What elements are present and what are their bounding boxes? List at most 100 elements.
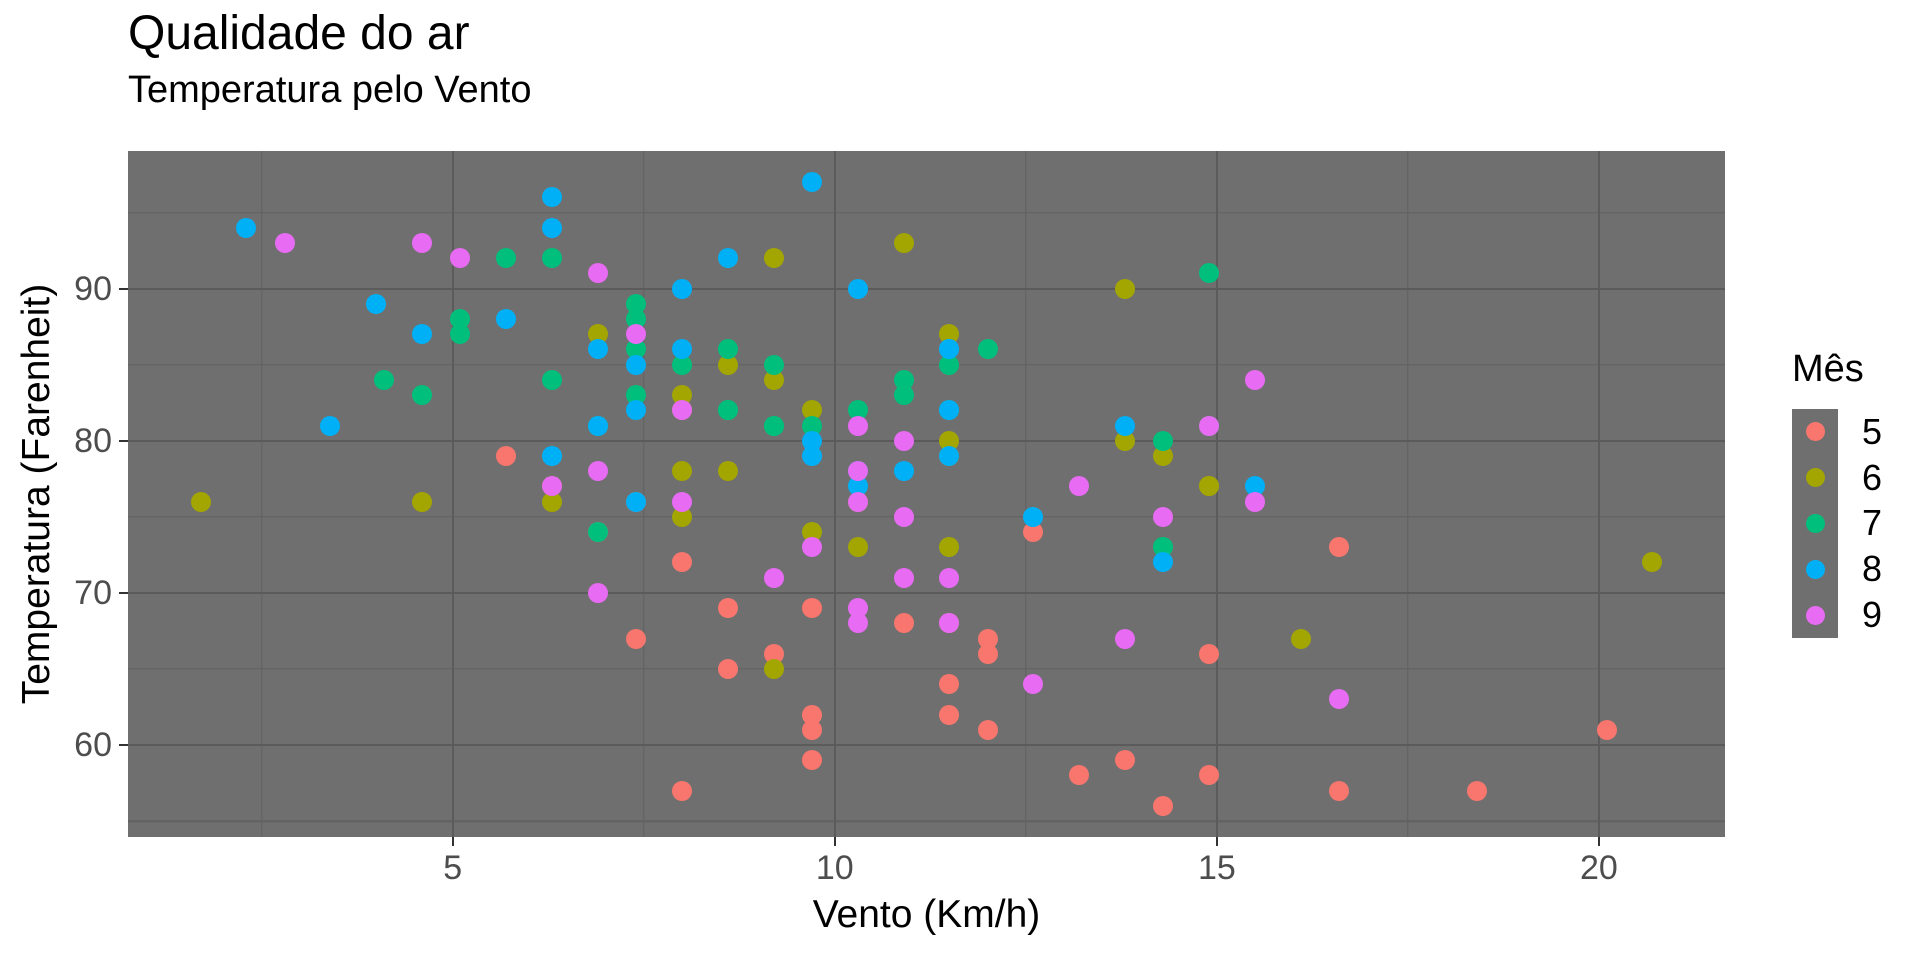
data-point <box>1115 750 1136 771</box>
data-point <box>671 385 692 406</box>
data-point <box>587 461 608 482</box>
data-point <box>412 491 433 512</box>
data-point <box>977 719 998 740</box>
data-point <box>626 293 647 314</box>
legend-key-dot <box>1805 605 1825 625</box>
gridline-major-vertical <box>451 151 454 837</box>
data-point <box>450 248 471 269</box>
data-point <box>671 491 692 512</box>
legend-key-dot <box>1805 422 1825 442</box>
data-point <box>1290 628 1311 649</box>
gridline-major-vertical <box>1215 151 1218 837</box>
data-point <box>763 354 784 375</box>
legend-label: 9 <box>1862 594 1883 636</box>
data-point <box>1199 263 1220 284</box>
y-axis-tick <box>119 591 128 594</box>
y-axis: 60 70 80 90 <box>0 151 128 837</box>
data-point <box>939 567 960 588</box>
data-point <box>717 598 738 619</box>
data-point <box>801 522 822 543</box>
data-point <box>412 233 433 254</box>
data-point <box>1245 369 1266 390</box>
data-point <box>587 582 608 603</box>
data-point <box>274 233 295 254</box>
legend-key-dot <box>1805 468 1825 488</box>
legend-key <box>1792 455 1838 501</box>
data-point <box>190 491 211 512</box>
x-axis-tick <box>1215 837 1218 846</box>
data-point <box>320 415 341 436</box>
data-point <box>847 613 868 634</box>
legend-key-strip <box>1792 409 1838 638</box>
data-point <box>1023 522 1044 543</box>
data-point <box>496 248 517 269</box>
data-point <box>542 369 563 390</box>
data-point <box>939 674 960 695</box>
data-point <box>626 324 647 345</box>
y-axis-tick <box>119 287 128 290</box>
gridline-major-vertical <box>1597 151 1600 837</box>
y-axis-tick <box>119 439 128 442</box>
data-point <box>847 400 868 421</box>
data-point <box>717 354 738 375</box>
data-point <box>801 719 822 740</box>
data-point <box>671 339 692 360</box>
data-point <box>450 309 471 330</box>
data-point <box>939 354 960 375</box>
data-point <box>977 643 998 664</box>
data-point <box>717 339 738 360</box>
data-point <box>847 598 868 619</box>
data-point <box>671 354 692 375</box>
data-point <box>939 537 960 558</box>
data-point <box>1153 552 1174 573</box>
plot-subtitle: Temperatura pelo Vento <box>128 69 532 111</box>
data-point <box>847 537 868 558</box>
data-point <box>1153 506 1174 527</box>
gridline-major-horizontal <box>128 287 1725 290</box>
data-point <box>412 385 433 406</box>
data-point <box>1245 491 1266 512</box>
data-point <box>1023 506 1044 527</box>
data-point <box>626 491 647 512</box>
data-point <box>1466 780 1487 801</box>
data-point <box>626 309 647 330</box>
data-point <box>893 461 914 482</box>
gridline-minor-vertical <box>1407 151 1409 837</box>
y-axis-tick <box>119 743 128 746</box>
y-axis-title: Temperatura (Farenheit) <box>15 283 58 705</box>
data-point <box>717 248 738 269</box>
data-point <box>1245 476 1266 497</box>
legend-key-dot <box>1805 513 1825 533</box>
data-point <box>671 400 692 421</box>
data-point <box>671 461 692 482</box>
data-point <box>939 704 960 725</box>
plot-panel <box>128 151 1725 837</box>
data-point <box>587 339 608 360</box>
data-point <box>1115 415 1136 436</box>
data-point <box>939 400 960 421</box>
y-tick-label: 60 <box>74 725 112 764</box>
data-point <box>626 385 647 406</box>
x-tick-label: 10 <box>815 849 854 887</box>
data-point <box>801 750 822 771</box>
gridline-minor-vertical <box>643 151 645 837</box>
gridline-major-horizontal <box>128 591 1725 594</box>
data-point <box>717 658 738 679</box>
data-point <box>542 187 563 208</box>
data-point <box>847 476 868 497</box>
data-point <box>1069 765 1090 786</box>
data-point <box>671 780 692 801</box>
data-point <box>801 430 822 451</box>
data-point <box>1153 445 1174 466</box>
gridline-minor-horizontal <box>128 668 1725 670</box>
data-point <box>1115 278 1136 299</box>
data-point <box>977 339 998 360</box>
data-point <box>1023 674 1044 695</box>
data-point <box>1199 765 1220 786</box>
data-point <box>542 445 563 466</box>
data-point <box>626 354 647 375</box>
x-tick-label: 15 <box>1197 849 1236 887</box>
data-point <box>847 491 868 512</box>
